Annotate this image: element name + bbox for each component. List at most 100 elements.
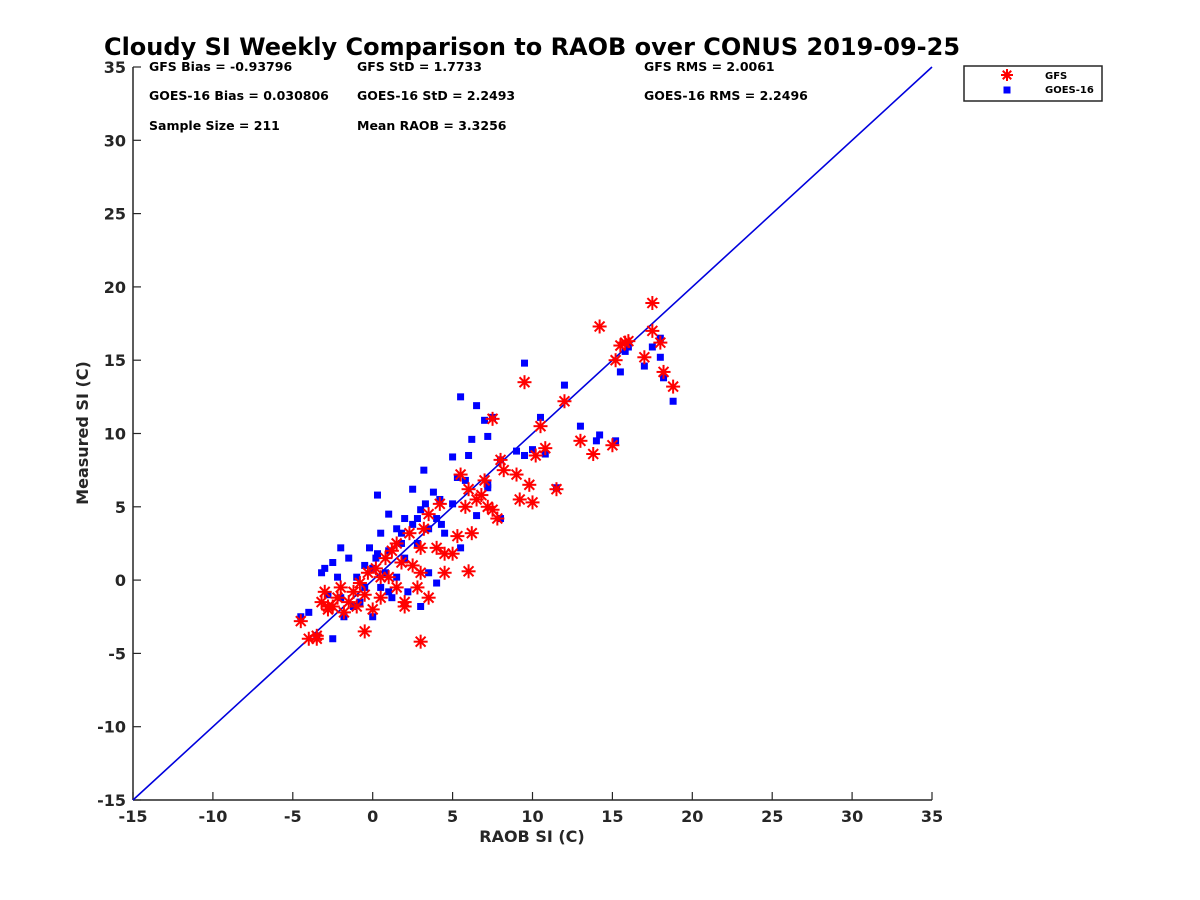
gfs-point	[461, 482, 476, 497]
legend: GFS GOES-16	[963, 65, 1103, 102]
goes16-point	[468, 435, 476, 443]
gfs-point-stroke	[367, 603, 379, 616]
goes16-point	[616, 368, 624, 376]
gfs-point-stroke	[414, 567, 427, 579]
gfs-point-stroke	[514, 493, 526, 506]
gfs-point-stroke	[510, 468, 523, 481]
goes16-point	[409, 520, 417, 528]
goes16-point	[361, 561, 369, 569]
goes16-point	[373, 491, 381, 499]
legend-marker-gfs	[1001, 69, 1013, 81]
gfs-point-stroke	[550, 483, 563, 495]
goes16-point	[345, 554, 353, 562]
gfs-point	[645, 323, 660, 338]
gfs-point-stroke	[654, 336, 666, 349]
goes16-point	[669, 397, 677, 405]
gfs-point	[413, 565, 428, 580]
legend-gfs-asterisk-stroke	[1002, 70, 1012, 80]
gfs-point	[493, 452, 508, 467]
goes16-point	[560, 381, 568, 389]
gfs-point-stroke	[414, 542, 427, 554]
gfs-point	[357, 587, 372, 602]
goes16-point	[377, 583, 385, 591]
gfs-point-stroke	[646, 325, 659, 337]
x-tick-label: 30	[841, 807, 863, 826]
goes16-point	[461, 476, 469, 484]
gfs-point	[533, 419, 548, 434]
gfs-point-stroke	[351, 600, 363, 613]
gfs-point-stroke	[466, 527, 478, 539]
stat-gfs-std: GFS StD = 1.7733	[357, 59, 482, 74]
gfs-point-stroke	[403, 527, 416, 539]
gfs-point	[637, 350, 652, 365]
y-tick-label: 35	[104, 58, 126, 77]
gfs-point-stroke	[539, 442, 551, 454]
gfs-point	[352, 576, 367, 591]
gfs-point-stroke	[418, 523, 430, 535]
gfs-point-stroke	[494, 454, 507, 466]
gfs-point	[485, 411, 500, 426]
gfs-point	[421, 507, 436, 522]
goes16-point	[433, 515, 441, 523]
gfs-point	[333, 580, 348, 595]
gfs-point-stroke	[311, 633, 323, 645]
gfs-point-stroke	[391, 537, 403, 550]
gfs-point	[656, 364, 671, 379]
x-tick-label: 20	[681, 807, 703, 826]
goes16-point	[421, 500, 429, 508]
goes16-point	[385, 588, 393, 596]
gfs-point-stroke	[343, 596, 355, 608]
gfs-point-stroke	[478, 474, 491, 487]
x-tick-label: 5	[447, 807, 458, 826]
gfs-point	[512, 492, 527, 507]
stat-mean-raob: Mean RAOB = 3.3256	[357, 118, 507, 133]
x-tick-label: 15	[601, 807, 623, 826]
goes16-point	[377, 529, 385, 537]
gfs-point	[357, 624, 372, 639]
goes16-point	[329, 559, 337, 567]
gfs-point-stroke	[359, 625, 371, 638]
goes16-point	[353, 573, 361, 581]
goes16-point	[473, 512, 481, 520]
gfs-point	[293, 614, 308, 629]
gfs-point-stroke	[462, 483, 475, 495]
goes16-point	[369, 613, 377, 621]
goes16-point	[366, 544, 374, 552]
goes16-point	[437, 520, 445, 528]
x-tick-label: 25	[761, 807, 783, 826]
gfs-point	[384, 543, 399, 558]
gfs-point	[621, 334, 636, 349]
goes16-point	[409, 485, 417, 493]
goes16-point	[334, 573, 342, 581]
gfs-point	[645, 296, 660, 311]
gfs-point	[509, 467, 524, 482]
reference-line-group	[132, 66, 933, 801]
goes16-point	[425, 569, 433, 577]
gfs-point-stroke	[446, 548, 459, 560]
gfs-point-stroke	[370, 562, 382, 575]
gfs-point	[549, 482, 564, 497]
y-tick-label: -10	[97, 718, 126, 737]
stat-sample-size: Sample Size = 211	[149, 118, 280, 133]
y-tick-label: 20	[104, 278, 126, 297]
gfs-point-stroke	[523, 479, 535, 491]
gfs-point-stroke	[486, 504, 499, 516]
gfs-point-stroke	[593, 320, 606, 333]
goes16-point	[640, 362, 648, 370]
gfs-point-stroke	[459, 501, 472, 513]
goes16-point	[449, 453, 457, 461]
legend-label-goes16: GOES-16	[1045, 85, 1094, 96]
legend-gfs-asterisk	[1001, 69, 1013, 81]
goes16-point	[417, 602, 425, 610]
goes16-point	[513, 447, 521, 455]
y-tick-label: -15	[97, 791, 126, 810]
gfs-point	[397, 599, 412, 614]
goes16-point	[521, 451, 529, 459]
gfs-point-stroke	[486, 413, 499, 425]
gfs-point	[402, 526, 417, 541]
gfs-point-stroke	[609, 354, 622, 366]
y-axis-label: Measured SI (C)	[73, 361, 92, 505]
goes16-point	[433, 579, 441, 587]
gfs-point	[432, 496, 447, 511]
